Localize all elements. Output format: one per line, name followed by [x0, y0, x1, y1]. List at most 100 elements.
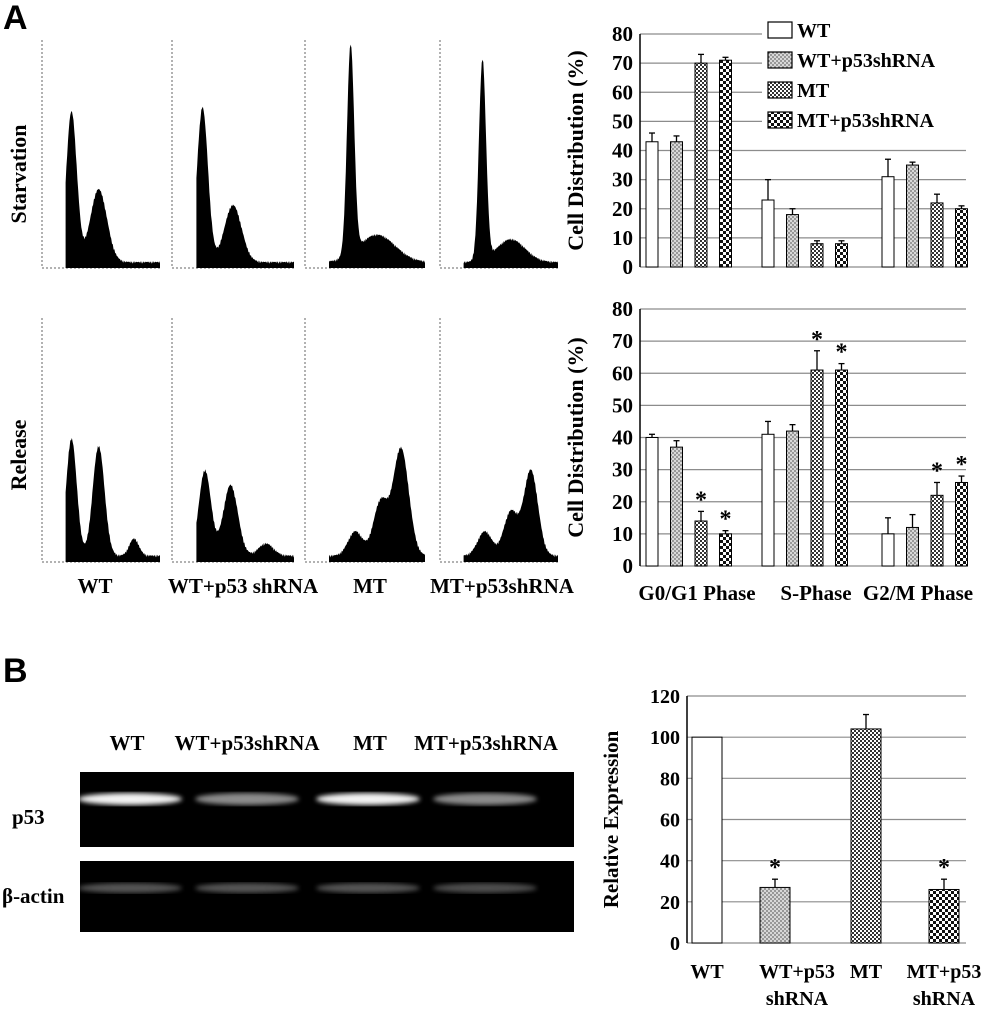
legend-label: WT [797, 20, 831, 42]
y-tick-label: 20 [612, 197, 633, 221]
bar [645, 437, 659, 567]
y-tick-label: 20 [660, 892, 680, 914]
y-tick-label: 100 [650, 727, 680, 749]
significance-marker: * [956, 452, 968, 478]
bar [835, 243, 848, 268]
hist-column-label-mt-p53shrna: MT+p53shRNA [430, 574, 575, 598]
y-tick-label: 50 [612, 109, 633, 133]
y-tick-label: 70 [612, 329, 633, 353]
chart-relative-expression: 0 20 40 60 80 100 120 Relative Expression * * WT WT… [599, 686, 981, 1010]
legend-box [762, 18, 966, 136]
bar [928, 888, 960, 944]
bar [786, 214, 799, 268]
significance-marker: * [811, 327, 823, 353]
x-category-label: shRNA [913, 988, 976, 1010]
significance-marker: * [769, 855, 781, 881]
legend-label: WT+p53shRNA [797, 50, 936, 72]
y-axis-label: Relative Expression [599, 730, 623, 908]
bar [645, 141, 659, 268]
hist-column-label-mt: MT [353, 574, 387, 598]
bar [719, 59, 732, 268]
y-tick-label: 40 [612, 139, 633, 163]
bar [906, 164, 919, 268]
hist-profile [65, 111, 160, 268]
significance-marker: * [836, 340, 848, 366]
x-category-label: WT [690, 961, 724, 983]
hist-profile [329, 446, 425, 562]
hist-profile [463, 59, 558, 269]
x-category-label: MT [850, 961, 883, 983]
y-tick-label: 30 [612, 168, 633, 192]
significance-marker: * [931, 458, 943, 484]
significance-marker: * [938, 855, 950, 881]
y-tick-label: 0 [670, 933, 680, 955]
gel-actin-strip [80, 861, 574, 932]
y-tick-label: 60 [612, 80, 633, 104]
gel-band-p53 [195, 793, 299, 805]
x-category-label: MT+p53 [907, 961, 982, 983]
legend-swatch [767, 81, 793, 99]
gel-band-p53 [433, 793, 537, 805]
hist-profile [196, 469, 294, 562]
y-tick-label: 40 [660, 851, 680, 873]
bar [719, 533, 732, 567]
row-label-release: Release [6, 419, 31, 490]
x-category-label: G0/G1 Phase [638, 581, 755, 605]
y-tick-label: 120 [650, 686, 680, 708]
bar [761, 199, 775, 268]
gel-image [78, 772, 574, 932]
bar [691, 736, 723, 944]
bar [850, 728, 882, 944]
bar [759, 886, 791, 944]
bar [810, 243, 824, 268]
chart-release-distribution: 0 10 20 30 40 50 60 70 80 Cell Distribution (%) * *… [563, 297, 973, 605]
significance-marker: * [695, 487, 707, 513]
bar [670, 446, 683, 567]
x-category-label: G2/M Phase [863, 581, 973, 605]
row-label-starvation: Starvation [6, 125, 31, 224]
bar [694, 62, 708, 268]
y-tick-label: 40 [612, 426, 633, 450]
gel-band-label-actin: β-actin [2, 884, 65, 908]
gel-lane-label-mt-p53shrna: MT+p53shRNA [414, 731, 559, 755]
gel-band-actin [433, 883, 537, 893]
y-axis-label: Cell Distribution (%) [563, 50, 588, 250]
x-category-label: WT+p53 [759, 961, 835, 983]
y-tick-label: 20 [612, 490, 633, 514]
hist-profile [65, 438, 160, 562]
gel-band-label-p53: p53 [12, 805, 45, 829]
bar [694, 520, 708, 567]
gel-p53-strip [80, 772, 574, 847]
chart-starvation-distribution: 0 10 20 30 40 50 60 70 80 Cell Distribution (%) WT… [563, 18, 968, 279]
bar [881, 533, 895, 567]
bar [670, 141, 683, 268]
gel-band-actin [195, 883, 299, 893]
y-tick-label: 80 [612, 22, 633, 46]
significance-marker: * [720, 507, 732, 533]
y-tick-label: 0 [623, 554, 634, 578]
gel-band-actin [78, 883, 182, 893]
legend-label: MT+p53shRNA [797, 110, 935, 132]
bar [761, 433, 775, 567]
y-tick-label: 80 [660, 768, 680, 790]
gel-lane-label-wt-p53shrna: WT+p53shRNA [174, 731, 320, 755]
y-tick-label: 60 [612, 361, 633, 385]
panel-label-b: B [3, 652, 28, 690]
x-category-label: S-Phase [780, 581, 851, 605]
hist-profile [329, 44, 425, 268]
y-tick-label: 30 [612, 458, 633, 482]
hist-column-label-wt-p53shrna: WT+p53 shRNA [168, 574, 319, 598]
bar [955, 208, 968, 268]
legend-swatch [767, 21, 793, 39]
hist-profile [463, 469, 558, 562]
bar [930, 202, 944, 268]
hist-profile [196, 106, 294, 268]
y-tick-label: 10 [612, 226, 633, 250]
hist-column-label-wt: WT [77, 574, 112, 598]
y-tick-label: 60 [660, 810, 680, 832]
y-tick-label: 80 [612, 297, 633, 321]
gel-lane-label-wt: WT [109, 731, 144, 755]
gel-band-actin [316, 883, 420, 893]
bar [930, 494, 944, 567]
